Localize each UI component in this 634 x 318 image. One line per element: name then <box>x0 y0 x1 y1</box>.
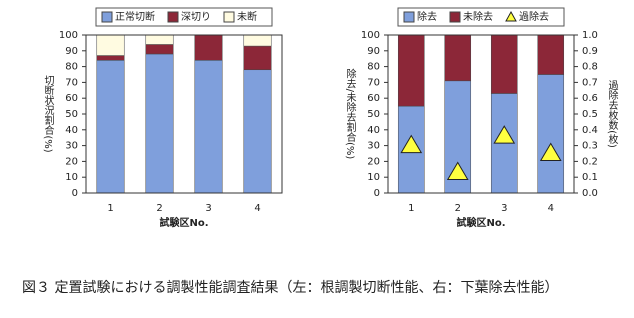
legend-swatch <box>223 11 235 23</box>
legend-label: 除去 <box>417 10 437 23</box>
y-tick-label: 60 <box>65 93 78 104</box>
y-tick-label: 60 <box>367 93 380 104</box>
y2-tick-label: 0.2 <box>582 156 598 167</box>
y-tick-label: 30 <box>65 141 78 152</box>
legend-label: 過除去 <box>519 10 549 23</box>
bar <box>96 60 125 194</box>
y-tick-label: 30 <box>367 141 380 152</box>
y2-tick-label: 0.5 <box>582 109 598 120</box>
legend-swatch <box>449 11 461 23</box>
bar <box>145 53 174 194</box>
y2-tick-label: 0.3 <box>582 141 598 152</box>
y-tick-label: 40 <box>367 125 380 136</box>
y-tick-label: 100 <box>59 30 78 41</box>
marker <box>400 134 423 154</box>
bar <box>243 69 272 194</box>
y-tick-label: 80 <box>65 62 78 73</box>
y2-tick-label: 0.4 <box>582 125 598 136</box>
x-tick-label: 1 <box>107 203 113 214</box>
bar <box>243 45 272 71</box>
y-tick-label: 50 <box>367 109 380 120</box>
y2-tick-label: 0.8 <box>582 62 598 73</box>
bar <box>490 34 518 94</box>
y-tick-label: 70 <box>367 77 380 88</box>
x-tick-label: 2 <box>455 203 461 214</box>
y-tick-label: 50 <box>65 109 78 120</box>
legend-label: 未除去 <box>463 10 493 23</box>
x-axis-label: 試験区No. <box>456 216 505 229</box>
y-tick-label: 100 <box>361 30 380 41</box>
bar <box>194 60 223 194</box>
bar <box>243 34 272 47</box>
bar <box>397 34 425 107</box>
y-tick-label: 90 <box>367 46 380 57</box>
y-tick-label: 10 <box>65 172 78 183</box>
y-tick-label: 70 <box>65 77 78 88</box>
legend-label: 正常切断 <box>115 10 155 23</box>
y2-tick-label: 1.0 <box>582 30 598 41</box>
y-tick-label: 80 <box>367 62 380 73</box>
y2-tick-label: 0.9 <box>582 46 598 57</box>
y-tick-label: 40 <box>65 125 78 136</box>
plot-frame <box>387 34 575 194</box>
bar <box>145 34 174 45</box>
marker <box>446 161 469 180</box>
bar <box>194 34 223 61</box>
y-tick-label: 0 <box>72 188 78 199</box>
y-axis-label: 切断状況割合(%) <box>42 75 54 153</box>
y2-tick-label: 0.6 <box>582 93 598 104</box>
y-tick-label: 20 <box>367 156 380 167</box>
y2-axis-label: 過除去枚数(枚) <box>606 80 618 148</box>
bar <box>96 34 125 56</box>
x-tick-label: 2 <box>156 203 162 214</box>
y2-tick-label: 0.1 <box>582 172 598 183</box>
bar <box>96 55 125 61</box>
y-axis-label: 除去/未除去割合(%) <box>344 67 356 159</box>
x-tick-label: 1 <box>408 203 414 214</box>
y-tick-label: 0 <box>374 188 380 199</box>
legend-swatch <box>403 11 415 23</box>
legend-swatch <box>167 11 179 23</box>
x-axis-label: 試験区No. <box>159 216 208 229</box>
bar <box>145 44 174 55</box>
bar <box>444 34 472 82</box>
marker <box>493 125 516 144</box>
legend-swatch <box>101 11 113 23</box>
x-tick-label: 4 <box>548 203 554 214</box>
y2-tick-label: 0.7 <box>582 77 598 88</box>
legend-label: 未断 <box>237 10 257 23</box>
y-tick-label: 10 <box>367 172 380 183</box>
bar <box>537 34 565 75</box>
legend-swatch <box>505 10 517 22</box>
y-tick-label: 90 <box>65 46 78 57</box>
bar <box>537 74 565 194</box>
y2-tick-label: 0.0 <box>582 188 598 199</box>
caption: 図３ 定置試験における調製性能調査結果（左：根調製切断性能、右：下葉除去性能） <box>22 280 558 296</box>
legend-box <box>397 7 565 27</box>
plot-frame <box>85 34 283 194</box>
x-tick-label: 3 <box>205 203 211 214</box>
x-tick-label: 3 <box>501 203 507 214</box>
y-tick-label: 20 <box>65 156 78 167</box>
legend-label: 深切り <box>181 11 211 23</box>
x-tick-label: 4 <box>254 203 260 214</box>
marker <box>539 142 562 161</box>
